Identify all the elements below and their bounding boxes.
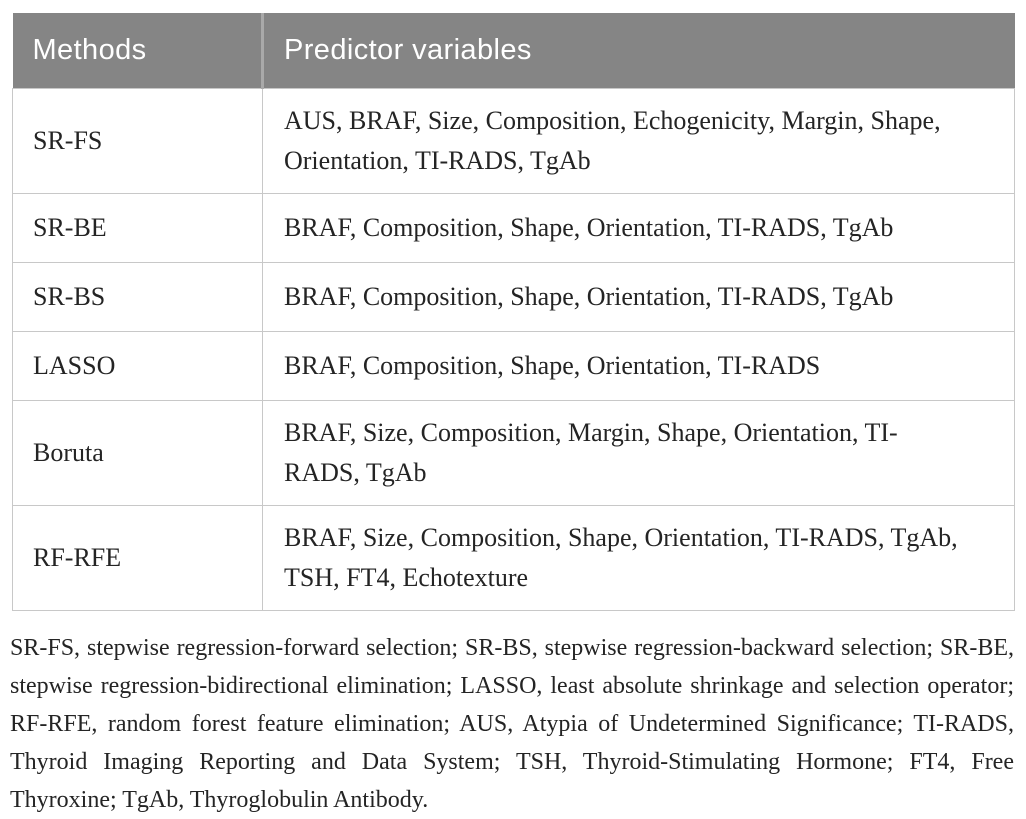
predictor-cell: BRAF, Composition, Shape, Orientation, T…	[262, 262, 1015, 332]
column-header-methods: Methods	[12, 13, 263, 89]
predictor-variables-table: Methods Predictor variables SR-FS AUS, B…	[12, 13, 1015, 611]
predictor-cell: BRAF, Composition, Shape, Orientation, T…	[262, 193, 1015, 263]
predictor-cell: BRAF, Size, Composition, Shape, Orientat…	[262, 505, 1015, 611]
feature-selection-table-figure: Methods Predictor variables SR-FS AUS, B…	[10, 13, 1015, 819]
column-header-predictor-variables: Predictor variables	[261, 13, 1015, 89]
table-row: Boruta BRAF, Size, Composition, Margin, …	[12, 400, 1015, 506]
predictor-cell: BRAF, Size, Composition, Margin, Shape, …	[262, 400, 1015, 506]
method-cell: SR-BE	[12, 193, 263, 263]
table-row: SR-BS BRAF, Composition, Shape, Orientat…	[12, 262, 1015, 332]
method-cell: SR-BS	[12, 262, 263, 332]
method-cell: Boruta	[12, 400, 263, 506]
method-cell: SR-FS	[12, 88, 263, 194]
table-row: RF-RFE BRAF, Size, Composition, Shape, O…	[12, 505, 1015, 611]
table-row: LASSO BRAF, Composition, Shape, Orientat…	[12, 331, 1015, 401]
method-cell: LASSO	[12, 331, 263, 401]
table-row: SR-FS AUS, BRAF, Size, Composition, Echo…	[12, 88, 1015, 194]
header-row: Methods Predictor variables	[12, 13, 1015, 89]
predictor-cell: BRAF, Composition, Shape, Orientation, T…	[262, 331, 1015, 401]
predictor-cell: AUS, BRAF, Size, Composition, Echogenici…	[262, 88, 1015, 194]
abbreviations-footnote: SR-FS, stepwise regression-forward selec…	[10, 635, 1014, 813]
method-cell: RF-RFE	[12, 505, 263, 611]
table-row: SR-BE BRAF, Composition, Shape, Orientat…	[12, 193, 1015, 263]
